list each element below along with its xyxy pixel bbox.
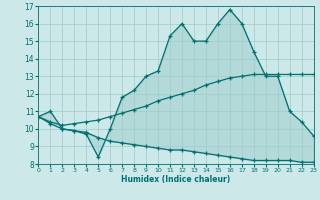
X-axis label: Humidex (Indice chaleur): Humidex (Indice chaleur): [121, 175, 231, 184]
